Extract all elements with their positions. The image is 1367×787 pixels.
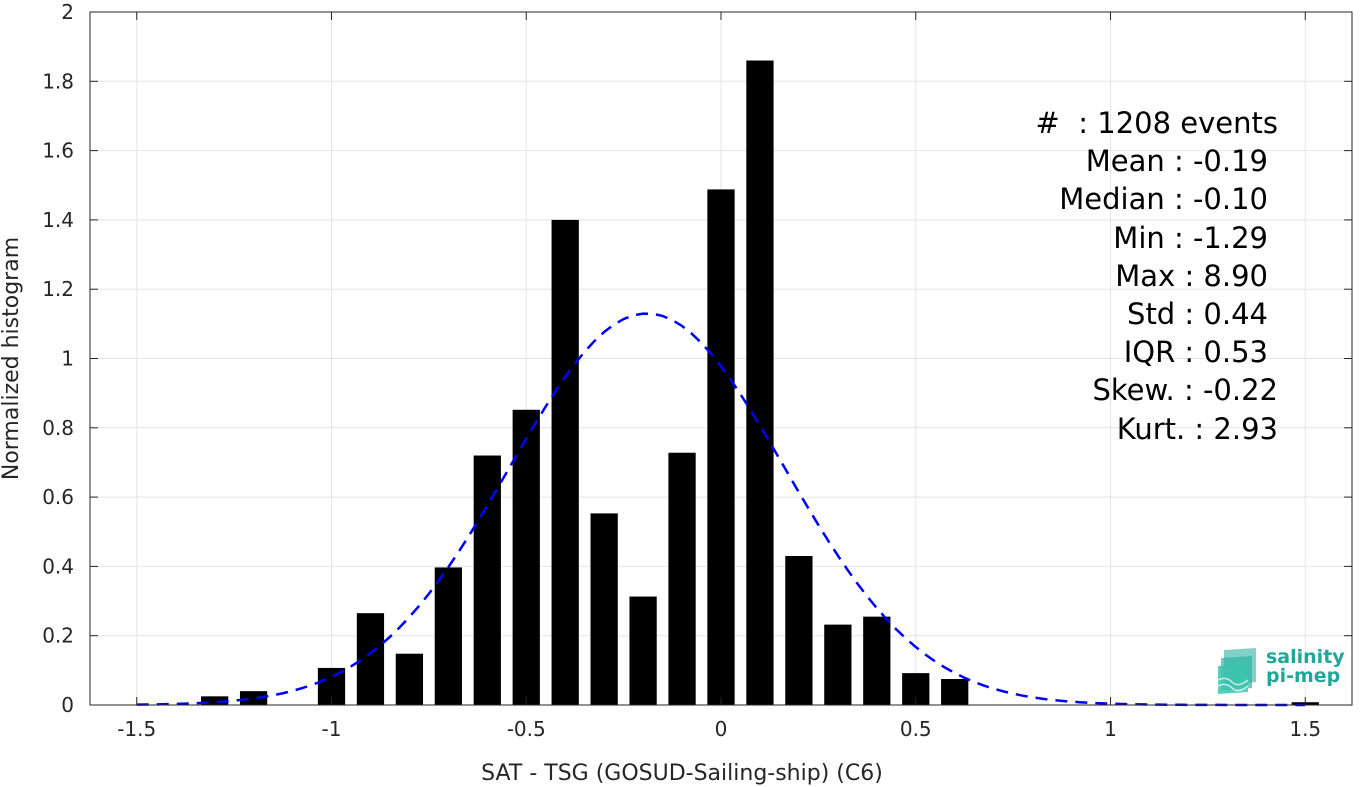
- stat-iqr: IQR : 0.53: [1123, 335, 1268, 370]
- stat-skew: Skew. : -0.22: [1092, 373, 1278, 408]
- x-tick-label: 0: [715, 717, 728, 741]
- histogram-bar: [356, 613, 385, 705]
- logo-line-1: salinity: [1266, 646, 1345, 668]
- x-axis-label: SAT - TSG (GOSUD-Sailing-ship) (C6): [481, 761, 883, 786]
- histogram-bar: [434, 567, 462, 705]
- y-tick-label: 0.2: [42, 624, 74, 648]
- histogram-bar: [668, 452, 696, 705]
- histogram-bar: [551, 219, 579, 705]
- stat-min: Min : -1.29: [1113, 220, 1268, 255]
- y-tick-label: 1.8: [42, 69, 74, 93]
- histogram-bar: [590, 513, 618, 705]
- x-tick-label: 0.5: [900, 717, 932, 741]
- y-tick-label: 0: [61, 693, 74, 717]
- y-tick-label: 1.4: [42, 208, 74, 232]
- stat-count: # : 1208 events: [1035, 106, 1278, 140]
- y-tick-label: 1.6: [42, 139, 74, 163]
- logo-waves-icon: [1217, 648, 1256, 694]
- histogram-bar: [512, 409, 540, 705]
- histogram-bar: [201, 696, 229, 705]
- histogram-bar: [395, 653, 424, 705]
- axis-ticks: -1.5 -1 -0.5 0 0.5 1 1.5 0 0.2 0.4 0.6 0.8 1 1.2 1.4 1.…: [42, 0, 1352, 741]
- stat-median: Median : -0.10: [1059, 182, 1268, 217]
- x-tick-label: 1.5: [1289, 717, 1321, 741]
- histogram-bars: [201, 60, 1319, 705]
- stat-mean: Mean : -0.19: [1085, 144, 1268, 179]
- y-tick-label: 0.6: [42, 485, 74, 509]
- stat-std: Std : 0.44: [1127, 297, 1268, 332]
- histogram-bar: [941, 679, 969, 705]
- histogram-bar: [707, 189, 735, 705]
- histogram-bar: [824, 624, 852, 705]
- histogram-bar: [473, 455, 501, 705]
- y-tick-label: 1: [61, 347, 74, 371]
- stat-kurt: Kurt. : 2.93: [1116, 411, 1278, 446]
- logo-line-2: pi-mep: [1266, 665, 1341, 687]
- y-tick-label: 1.2: [42, 277, 74, 301]
- histogram-bar: [863, 616, 891, 705]
- histogram-bar: [239, 691, 268, 705]
- statistics-annotation: # : 1208 events Mean : -0.19 Median : -0…: [940, 104, 1280, 448]
- gaussian-fit-curve: [136, 312, 1306, 707]
- logo-text: salinity pi-mep: [1266, 648, 1345, 686]
- salinity-pi-mep-logo: salinity pi-mep: [1216, 646, 1346, 696]
- y-tick-label: 2: [61, 0, 74, 24]
- y-tick-label: 0.8: [42, 416, 74, 440]
- histogram-bar: [629, 596, 657, 705]
- histogram-bar: [785, 556, 813, 705]
- x-tick-label: -1: [322, 717, 342, 741]
- y-tick-label: 0.4: [42, 554, 74, 578]
- histogram-bar: [746, 60, 774, 705]
- x-tick-label: -1.5: [117, 717, 156, 741]
- x-tick-label: 1: [1104, 717, 1117, 741]
- y-axis-label: Normalized histogram: [0, 237, 24, 480]
- x-tick-label: -0.5: [507, 717, 546, 741]
- stat-max: Max : 8.90: [1115, 258, 1268, 293]
